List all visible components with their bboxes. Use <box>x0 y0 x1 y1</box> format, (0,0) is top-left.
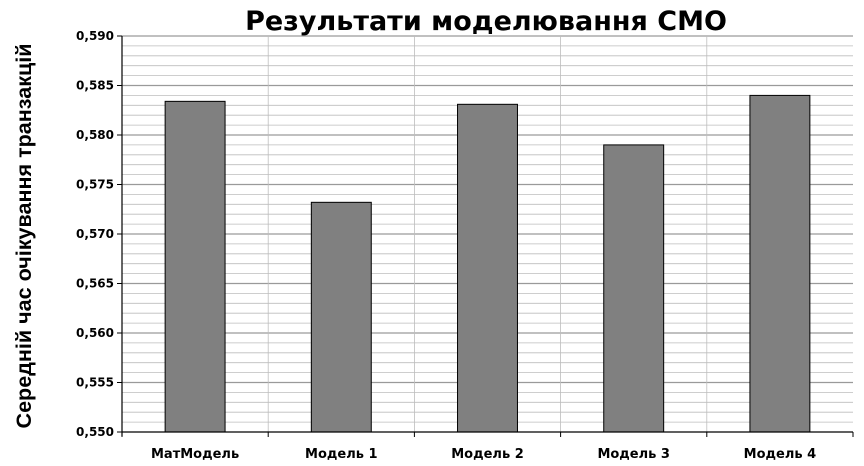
y-tick-labels: 0,550 0,555 0,560 0,565 0,570 0,575 0,580 0,585… <box>76 29 114 439</box>
y-tick-label: 0,565 <box>76 277 114 291</box>
x-tick-label: Модель 4 <box>744 447 817 462</box>
y-tick-label: 0,570 <box>76 227 114 241</box>
y-tick-label: 0,580 <box>76 128 114 142</box>
y-tick-label: 0,550 <box>76 425 114 439</box>
x-tick-labels: МатМодель Модель 1 Модель 2 Модель 3 Модель … <box>151 447 816 462</box>
axes <box>117 35 854 437</box>
bar <box>310 201 372 433</box>
y-tick-label: 0,590 <box>76 29 114 43</box>
y-tick-label: 0,585 <box>76 79 114 93</box>
bars <box>164 94 811 433</box>
y-tick-label: 0,560 <box>76 326 114 340</box>
bar <box>749 94 811 433</box>
chart-title: Результати моделювання СМО <box>245 6 727 37</box>
x-tick-label: Модель 3 <box>597 447 670 462</box>
bar <box>457 103 518 433</box>
bar <box>603 144 665 433</box>
x-tick-label: Модель 1 <box>305 447 378 462</box>
y-axis-label: Середній час очікування транзакцій <box>13 44 36 429</box>
y-tick-label: 0,575 <box>76 178 114 192</box>
x-tick-label: Модель 2 <box>451 447 524 462</box>
y-tick-label: 0,555 <box>76 376 114 390</box>
x-tick-label: МатМодель <box>151 447 239 462</box>
bar <box>164 100 226 433</box>
